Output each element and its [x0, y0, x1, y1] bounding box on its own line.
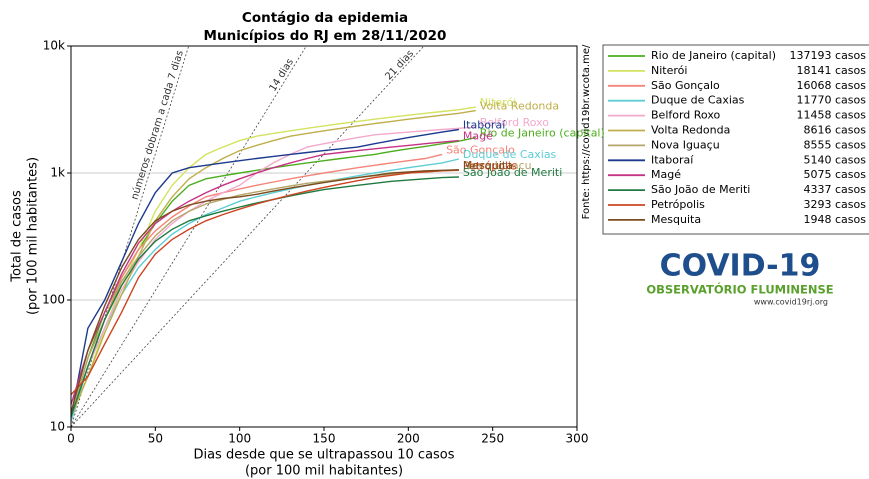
legend-cases: 11770 casos	[797, 94, 867, 107]
legend-cases: 16068 casos	[797, 79, 867, 92]
series-end-label: Duque de Caxias	[463, 148, 557, 161]
doubling-label: 21 dias	[383, 48, 416, 82]
series-end-label: São João de Meriti	[463, 166, 562, 179]
legend-cases: 5075 casos	[804, 168, 867, 181]
legend-cases: 137193 casos	[790, 49, 867, 62]
doubling-label: números dobram a cada 7 dias	[129, 49, 186, 201]
series-end-label: Nova Iguaçu	[463, 159, 532, 172]
plot-frame	[70, 45, 578, 428]
series-line	[71, 169, 459, 418]
x-tick-label: 0	[67, 432, 75, 446]
series-end-label: São Gonçalo	[446, 143, 515, 156]
legend-cases: 1948 casos	[804, 213, 867, 226]
y-axis-label: Total de casos	[10, 190, 25, 283]
series-line	[71, 153, 443, 422]
legend-label: Niterói	[651, 64, 687, 77]
series-line	[71, 169, 459, 396]
x-tick-label: 150	[313, 432, 336, 446]
legend-label: Belford Roxo	[651, 109, 720, 122]
x-tick-label: 100	[228, 432, 251, 446]
legend-cases: 11458 casos	[797, 109, 867, 122]
source-note: Fonte: https://covid19br.wcota.me/	[581, 44, 592, 219]
series-end-label: Magé	[463, 130, 493, 143]
series-end-label: Itaboraí	[463, 119, 506, 132]
plot-area	[71, 46, 476, 427]
legend-cases: 5140 casos	[804, 153, 867, 166]
series-end-label: Niterói	[480, 96, 516, 109]
logo-title: COVID-19	[660, 249, 821, 284]
x-axis-label: Dias desde que se ultrapassou 10 casos	[193, 448, 454, 463]
legend-label: Duque de Caxias	[651, 94, 745, 107]
series-end-label: Rio de Janeiro (capital)	[480, 127, 605, 140]
series-end-label: Volta Redonda	[480, 100, 559, 113]
legend-cases: 4337 casos	[804, 183, 867, 196]
series-end-label: Mesquita	[463, 159, 513, 172]
chart-title: Contágio da epidemia	[242, 10, 408, 26]
legend-box	[602, 44, 869, 235]
series-line	[71, 128, 460, 418]
y-tick-label: 10k	[43, 39, 65, 53]
chart-title: Municípios do RJ em 28/11/2020	[204, 28, 447, 44]
legend-cases: 18141 casos	[797, 64, 867, 77]
legend-label: Rio de Janeiro (capital)	[651, 49, 776, 62]
legend-label: Magé	[651, 168, 681, 181]
legend-label: Mesquita	[651, 213, 701, 226]
y-tick-label: 10	[50, 420, 65, 434]
series-end-label: Petrópolis	[463, 159, 517, 172]
legend-label: Volta Redonda	[651, 124, 730, 137]
series-line	[71, 169, 459, 413]
legend-label: São João de Meriti	[651, 183, 750, 196]
y-tick-label: 1k	[50, 166, 65, 180]
legend-cases: 8555 casos	[804, 138, 867, 151]
x-axis-label: (por 100 mil habitantes)	[245, 464, 403, 479]
legend-cases: 3293 casos	[804, 198, 867, 211]
logo-url: www.covid19rj.org	[754, 298, 828, 307]
x-tick-label: 50	[148, 432, 163, 446]
legend-label: Petrópolis	[651, 198, 705, 211]
x-tick-label: 300	[566, 432, 589, 446]
legend-label: São Gonçalo	[651, 79, 720, 92]
doubling-label: 14 dias	[268, 57, 296, 94]
legend-label: Itaboraí	[651, 153, 694, 166]
series-line	[71, 158, 460, 422]
series-end-label: Belford Roxo	[480, 116, 549, 129]
legend-cases: 8616 casos	[804, 124, 867, 137]
doubling-line	[71, 46, 307, 427]
y-tick-label: 100	[42, 293, 65, 307]
series-line	[71, 126, 476, 413]
doubling-line	[71, 46, 190, 427]
x-tick-label: 200	[397, 432, 420, 446]
doubling-line	[71, 46, 425, 427]
legend-label: Nova Iguaçu	[651, 138, 720, 151]
logo: COVID-19 OBSERVATÓRIO FLUMINENSE www.cov…	[646, 249, 833, 307]
x-tick-label: 250	[481, 432, 504, 446]
y-axis-label: (por 100 mil habitantes)	[26, 157, 41, 315]
series-line	[71, 139, 459, 405]
logo-subtitle: OBSERVATÓRIO FLUMINENSE	[646, 282, 833, 297]
